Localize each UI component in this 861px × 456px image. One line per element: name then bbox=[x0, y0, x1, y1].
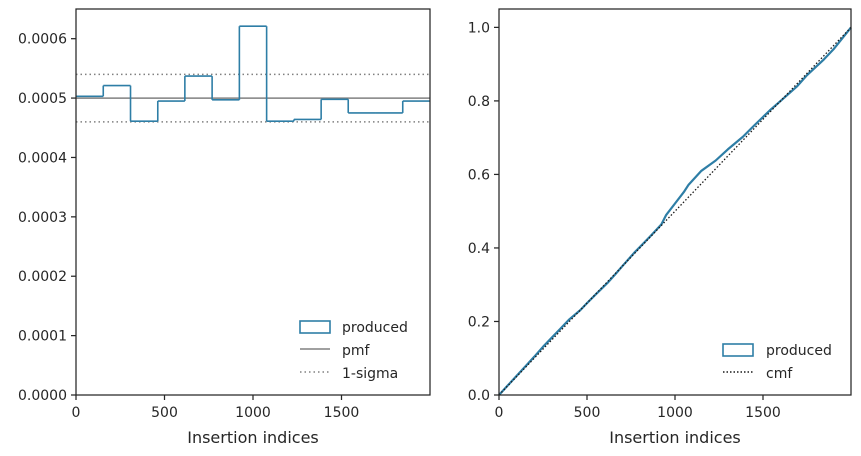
y-tick-label: 0.4 bbox=[468, 241, 490, 257]
y-tick-label: 1.0 bbox=[468, 20, 490, 36]
x-tick-label: 0 bbox=[72, 405, 81, 421]
y-tick-label: 0.8 bbox=[468, 94, 490, 110]
legend-produced-label: produced bbox=[342, 320, 408, 336]
cumulative-x-axis-label: Insertion indices bbox=[609, 428, 741, 447]
cumulative-ticks: 0 500 1000 1500 0.0 0.2 0.4 0.6 0.8 1.0 bbox=[468, 20, 781, 421]
y-tick-label: 0.0000 bbox=[18, 388, 67, 404]
y-tick-label: 0.0001 bbox=[18, 329, 67, 345]
histogram-x-axis-label: Insertion indices bbox=[187, 428, 319, 447]
x-tick-label: 500 bbox=[574, 405, 601, 421]
x-tick-label: 0 bbox=[495, 405, 504, 421]
produced-series-line bbox=[498, 26, 852, 396]
y-tick-label: 0.0003 bbox=[18, 210, 67, 226]
cumulative-marks bbox=[498, 26, 852, 396]
histogram-axes-frame bbox=[75, 8, 431, 396]
y-tick-label: 0.6 bbox=[468, 167, 490, 183]
y-tick-label: 0.0004 bbox=[18, 150, 67, 166]
y-tick-label: 0.0002 bbox=[18, 269, 67, 285]
histogram-legend: produced pmf 1-sigma bbox=[299, 320, 408, 382]
histogram-marks bbox=[76, 25, 430, 123]
legend-produced-patch bbox=[722, 343, 754, 357]
x-tick-label: 1000 bbox=[235, 405, 271, 421]
x-tick-label: 1000 bbox=[657, 405, 693, 421]
histogram-panel: 0 500 1000 1500 0.0000 0.0001 0.0002 0.0003 0.00… bbox=[18, 8, 431, 447]
x-tick-label: 1500 bbox=[745, 405, 781, 421]
cmf-series-line bbox=[498, 26, 852, 396]
y-tick-label: 0.0 bbox=[468, 388, 490, 404]
histogram-ticks: 0 500 1000 1500 0.0000 0.0001 0.0002 0.0003 0.00… bbox=[18, 32, 359, 421]
y-tick-label: 0.0006 bbox=[18, 32, 67, 48]
legend-1-sigma-label: 1-sigma bbox=[342, 366, 398, 382]
x-tick-label: 500 bbox=[151, 405, 178, 421]
y-tick-label: 0.0005 bbox=[18, 91, 67, 107]
legend-pmf-label: pmf bbox=[342, 343, 371, 359]
legend-cmf-label: cmf bbox=[766, 366, 793, 382]
cumulative-legend: produced cmf bbox=[722, 343, 832, 382]
cumulative-panel: 0 500 1000 1500 0.0 0.2 0.4 0.6 0.8 1.0 Insertion… bbox=[468, 8, 852, 447]
legend-produced-patch bbox=[299, 320, 331, 334]
legend-produced-label: produced bbox=[766, 343, 832, 359]
x-tick-label: 1500 bbox=[324, 405, 360, 421]
y-tick-label: 0.2 bbox=[468, 314, 490, 330]
